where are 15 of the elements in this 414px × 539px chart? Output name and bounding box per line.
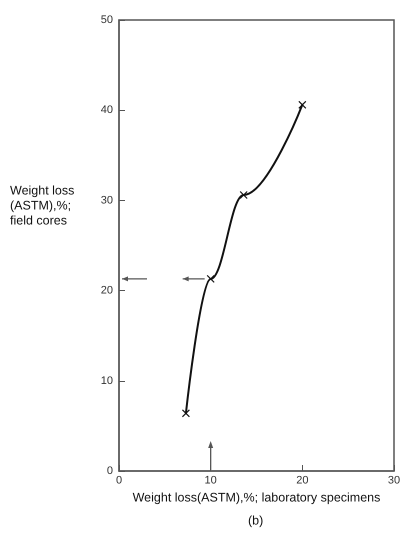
y-tick-label: 10	[100, 374, 113, 387]
y-tick-label: 30	[100, 194, 113, 206]
y-tick-label: 50	[100, 14, 113, 26]
text: (b)	[248, 514, 264, 528]
y-axis-title: Weight loss (ASTM),%; field cores	[10, 184, 74, 228]
x-tick-label: 30	[388, 474, 400, 486]
point	[206, 274, 215, 283]
y-tick-label: 0	[106, 465, 113, 477]
point	[240, 190, 248, 200]
x-axis-title: Weight loss(ASTM),%; laboratory specimens	[132, 490, 380, 504]
y-tick-label: 40	[100, 104, 113, 116]
x-tick-label: 20	[296, 474, 308, 486]
y-tick-label: 20	[100, 284, 113, 297]
x-tick-label: 0	[116, 474, 122, 486]
x-tick-label: 10	[204, 474, 217, 486]
